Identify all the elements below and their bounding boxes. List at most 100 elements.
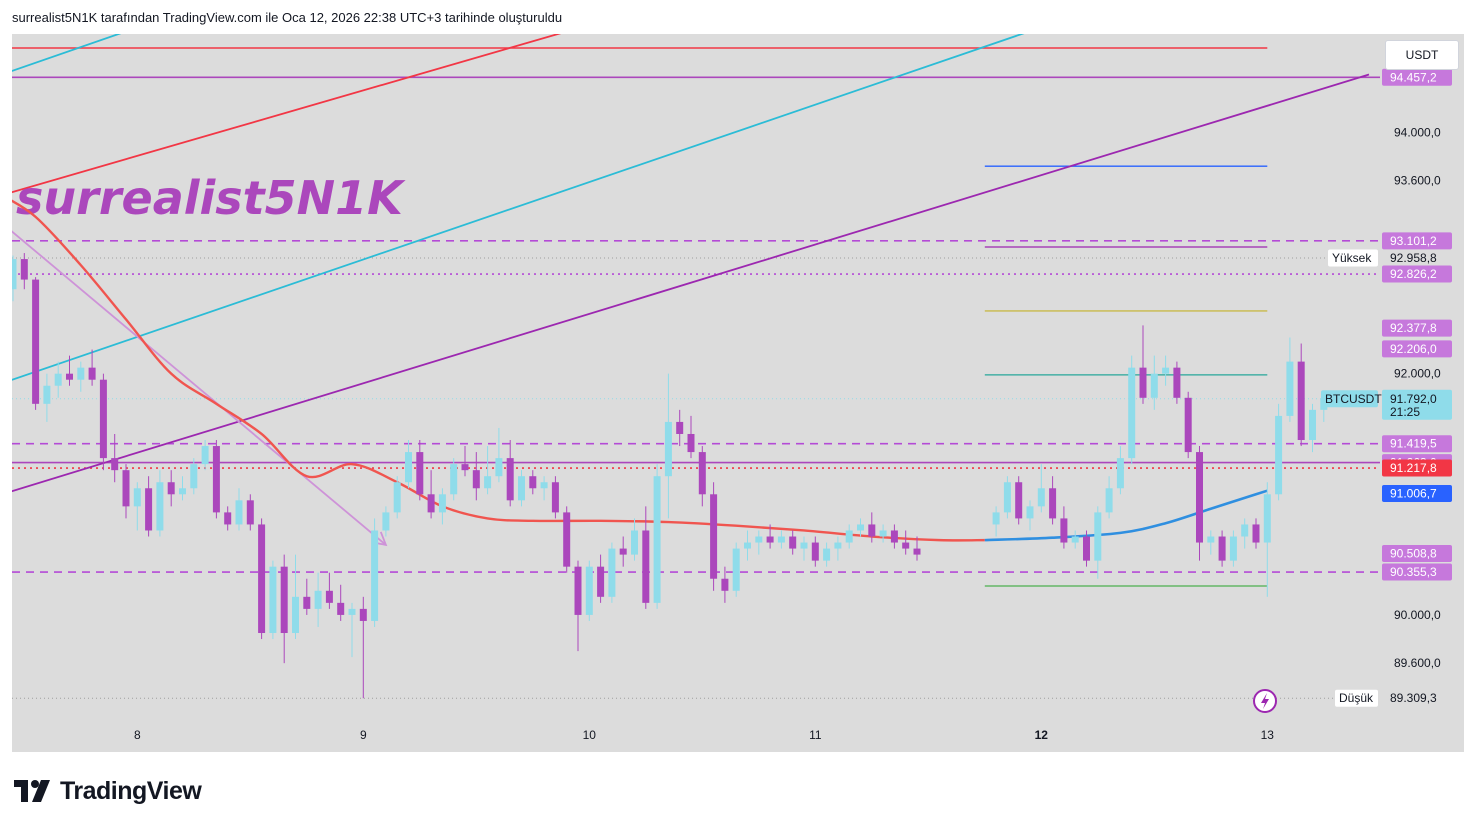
candle[interactable]: [1049, 488, 1057, 519]
candle[interactable]: [1263, 494, 1271, 543]
candle[interactable]: [845, 530, 853, 543]
candle[interactable]: [811, 542, 819, 561]
candle[interactable]: [303, 596, 311, 609]
candle[interactable]: [698, 452, 706, 495]
candle[interactable]: [687, 433, 695, 453]
price-chart[interactable]: surrealist5N1K 94.000,093.600,092.000,09…: [12, 34, 1464, 752]
candle[interactable]: [823, 548, 831, 561]
candle[interactable]: [721, 578, 729, 591]
candle[interactable]: [1150, 373, 1158, 398]
candle[interactable]: [405, 452, 412, 483]
candle[interactable]: [359, 608, 367, 621]
candle[interactable]: [382, 512, 390, 531]
candle[interactable]: [551, 482, 559, 513]
candle[interactable]: [167, 482, 175, 495]
candle[interactable]: [337, 602, 345, 615]
chart-area[interactable]: surrealist5N1K 94.000,0 93.600,0 92.000,0 9…: [12, 34, 1464, 752]
candle[interactable]: [902, 542, 910, 549]
candle[interactable]: [201, 446, 209, 465]
candle[interactable]: [1094, 512, 1102, 561]
candle[interactable]: [224, 512, 232, 525]
candle[interactable]: [789, 536, 797, 549]
candle[interactable]: [653, 476, 661, 603]
candle[interactable]: [88, 367, 96, 380]
candle[interactable]: [1184, 397, 1192, 453]
candle[interactable]: [77, 367, 85, 380]
candle[interactable]: [868, 524, 876, 537]
candle[interactable]: [212, 446, 220, 513]
candle[interactable]: [156, 482, 164, 531]
candle[interactable]: [258, 524, 266, 634]
candle[interactable]: [1207, 536, 1215, 543]
candle[interactable]: [1116, 458, 1124, 489]
candle[interactable]: [631, 530, 638, 555]
candle[interactable]: [664, 421, 672, 477]
candle[interactable]: [133, 488, 141, 507]
candle[interactable]: [608, 548, 616, 597]
candle[interactable]: [857, 524, 864, 531]
candle[interactable]: [393, 482, 401, 513]
candle[interactable]: [563, 512, 571, 567]
candle[interactable]: [495, 458, 503, 477]
candle[interactable]: [66, 373, 73, 380]
candle[interactable]: [732, 548, 740, 591]
candle[interactable]: [12, 259, 17, 290]
candle[interactable]: [890, 530, 898, 543]
candle[interactable]: [585, 566, 593, 615]
candle[interactable]: [1015, 482, 1023, 519]
candle[interactable]: [913, 548, 921, 555]
candle[interactable]: [1275, 415, 1283, 495]
candle[interactable]: [597, 566, 605, 597]
drawing-lines-layer[interactable]: [12, 34, 1380, 699]
candle[interactable]: [1037, 488, 1045, 507]
candle[interactable]: [676, 421, 684, 434]
candle[interactable]: [642, 530, 650, 603]
candle[interactable]: [1241, 524, 1249, 537]
candle[interactable]: [99, 379, 107, 459]
candle[interactable]: [800, 542, 808, 549]
candle[interactable]: [461, 464, 469, 471]
footer-logo[interactable]: TradingView: [14, 776, 202, 806]
trend-line-4[interactable]: [12, 223, 387, 546]
candle[interactable]: [1105, 488, 1113, 513]
candle[interactable]: [1173, 367, 1181, 398]
candle[interactable]: [438, 494, 446, 513]
candle[interactable]: [484, 476, 492, 489]
candle[interactable]: [235, 500, 243, 525]
candle[interactable]: [269, 566, 277, 634]
alert-lightning-icon[interactable]: [1253, 689, 1277, 713]
candle[interactable]: [744, 542, 751, 549]
candle[interactable]: [834, 542, 842, 549]
candle[interactable]: [1060, 518, 1068, 543]
currency-selector-button[interactable]: USDT: [1385, 40, 1459, 70]
candle[interactable]: [427, 494, 435, 513]
trend-line-0[interactable]: [12, 34, 183, 75]
candle[interactable]: [280, 566, 288, 634]
candle[interactable]: [20, 259, 28, 280]
candle[interactable]: [506, 458, 514, 501]
candles-layer[interactable]: [12, 253, 1328, 699]
candle[interactable]: [755, 536, 763, 543]
trend-line-3[interactable]: [12, 73, 1370, 495]
candle[interactable]: [1297, 361, 1305, 441]
candle[interactable]: [574, 566, 582, 615]
candle[interactable]: [1218, 536, 1226, 561]
candle[interactable]: [1026, 506, 1034, 519]
candle[interactable]: [190, 464, 198, 489]
candle[interactable]: [1229, 536, 1237, 561]
candle[interactable]: [1252, 524, 1260, 543]
trend-line-1[interactable]: [12, 34, 634, 195]
candle[interactable]: [32, 279, 40, 404]
candle[interactable]: [1309, 409, 1316, 441]
candle[interactable]: [1128, 367, 1136, 459]
candle[interactable]: [710, 494, 718, 579]
candle[interactable]: [325, 590, 333, 603]
candle[interactable]: [529, 476, 537, 489]
candle[interactable]: [777, 536, 785, 543]
candle[interactable]: [179, 488, 186, 495]
candle[interactable]: [1162, 367, 1170, 374]
candle[interactable]: [145, 488, 153, 531]
candle[interactable]: [1286, 361, 1294, 416]
candle[interactable]: [450, 464, 458, 495]
candle[interactable]: [416, 452, 424, 495]
